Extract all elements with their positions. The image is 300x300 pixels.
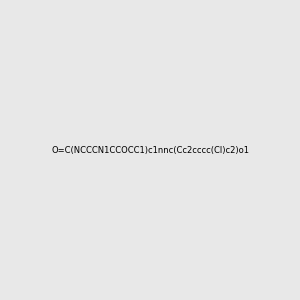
Text: O=C(NCCCN1CCOCC1)c1nnc(Cc2cccc(Cl)c2)o1: O=C(NCCCN1CCOCC1)c1nnc(Cc2cccc(Cl)c2)o1 [51, 146, 249, 154]
